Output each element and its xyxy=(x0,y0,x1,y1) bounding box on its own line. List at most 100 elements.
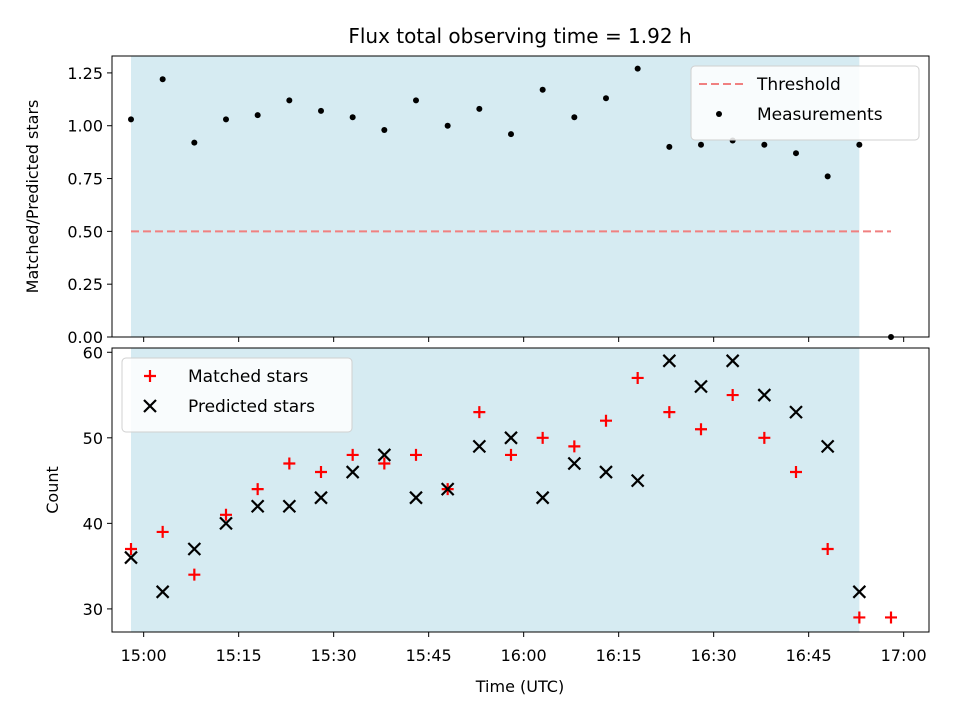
y-tick-label: 60 xyxy=(83,343,103,362)
matched-stars-point xyxy=(346,448,359,461)
measurements-point xyxy=(128,116,134,123)
measurements-point xyxy=(539,86,546,93)
y-tick-label: 40 xyxy=(83,514,103,533)
matched-stars-point xyxy=(821,543,834,556)
ratio-panel: 0.00 0.25 0.50 0.75 1.00 1.25 Matched/Predicte… xyxy=(23,55,930,347)
measurements-point xyxy=(761,141,768,148)
predicted-stars-point xyxy=(472,439,487,454)
y-tick-label: 0.75 xyxy=(67,170,103,189)
predicted-stars-point xyxy=(377,448,392,462)
predicted-stars-point xyxy=(789,405,803,419)
matched-stars-point xyxy=(378,457,391,470)
plot-frame xyxy=(111,55,930,338)
legend-label: Matched stars xyxy=(188,367,308,387)
legend-marker-swatch xyxy=(143,399,157,413)
y-axis-label: Count xyxy=(43,466,62,514)
measurements-point xyxy=(318,107,324,114)
legend-label: Predicted stars xyxy=(188,397,315,417)
plot-frame xyxy=(111,347,930,633)
measurements-point xyxy=(634,65,641,72)
measurements-point xyxy=(349,114,356,121)
legend-label: Threshold xyxy=(756,75,841,95)
y-tick-label: 0.50 xyxy=(67,222,103,241)
matched-stars-point xyxy=(283,457,296,470)
predicted-stars-point xyxy=(820,439,835,454)
matched-stars-point xyxy=(536,431,549,444)
y-tick-label: 0.00 xyxy=(67,328,103,347)
matched-stars-point xyxy=(726,389,739,402)
y-tick-label: 0.25 xyxy=(67,275,103,294)
matched-stars-point xyxy=(853,611,866,624)
matched-stars-point xyxy=(663,406,676,419)
predicted-stars-point xyxy=(409,490,423,505)
measurements-point xyxy=(793,150,799,157)
legend-marker-swatch xyxy=(144,370,156,382)
matched-stars-point xyxy=(885,611,897,624)
measurements-point xyxy=(824,173,831,180)
chart-title: Flux total observing time = 1.92 h xyxy=(348,24,691,48)
legend-box xyxy=(690,65,920,141)
matched-stars-point xyxy=(251,483,264,496)
measurements-point xyxy=(159,76,166,83)
measurements-point xyxy=(508,131,514,138)
predicted-stars-point xyxy=(567,456,582,471)
y-tick-label: 50 xyxy=(83,429,103,448)
x-tick-label: 16:45 xyxy=(786,646,832,665)
legend-box xyxy=(121,357,353,433)
matched-stars-point xyxy=(505,448,517,461)
predicted-stars-point xyxy=(630,473,645,488)
y-tick-label: 1.25 xyxy=(67,64,103,83)
x-tick-label: 16:30 xyxy=(691,646,737,665)
legend: Threshold Measurements xyxy=(690,65,920,141)
x-axis-label: Time (UTC) xyxy=(475,677,564,696)
predicted-stars-point xyxy=(250,499,265,514)
legend: Matched stars Predicted stars xyxy=(121,357,353,433)
predicted-stars-point xyxy=(852,585,867,599)
measurements-point xyxy=(413,97,419,104)
x-tick-label: 17:00 xyxy=(881,646,927,665)
predicted-stars-point xyxy=(504,431,518,445)
predicted-stars-point xyxy=(124,550,138,565)
measurements-point xyxy=(223,116,229,123)
measurements-point xyxy=(666,143,673,150)
measurements-point xyxy=(254,112,261,119)
matched-stars-point xyxy=(790,466,802,479)
matched-stars-point xyxy=(156,525,169,538)
predicted-stars-point xyxy=(662,354,677,368)
measurements-point xyxy=(856,141,863,148)
matched-stars-point xyxy=(568,440,581,453)
y-tick-label: 1.00 xyxy=(67,117,103,136)
x-tick-label: 16:15 xyxy=(596,646,642,665)
predicted-stars-point xyxy=(219,516,233,531)
matched-stars-point xyxy=(631,371,644,384)
measurements-point xyxy=(286,97,293,104)
x-tick-label: 15:45 xyxy=(406,646,452,665)
matched-stars-point xyxy=(220,508,232,521)
matched-stars-point xyxy=(188,568,201,581)
measurements-point xyxy=(444,122,451,129)
x-tick-label: 15:30 xyxy=(311,646,357,665)
x-tick-label: 15:00 xyxy=(121,646,167,665)
measurements-point xyxy=(603,95,609,102)
matched-stars-point xyxy=(410,448,422,461)
y-axis-label: Matched/Predicted stars xyxy=(23,100,42,294)
count-panel: 30 40 50 60 15:00 15:15 15:30 15:45 16:00 16:15 16… xyxy=(43,343,930,665)
measurements-point xyxy=(191,139,198,146)
legend-label: Measurements xyxy=(757,105,883,125)
predicted-stars-point xyxy=(187,542,202,556)
predicted-stars-point xyxy=(599,465,613,479)
predicted-stars-point xyxy=(345,465,360,479)
measurements-point xyxy=(381,126,388,133)
predicted-stars-point xyxy=(155,585,170,599)
predicted-stars-point xyxy=(314,490,328,505)
predicted-stars-point xyxy=(694,379,708,394)
matched-stars-point xyxy=(473,406,486,419)
matched-stars-point xyxy=(600,414,612,427)
predicted-stars-point xyxy=(725,354,740,368)
measurements-point xyxy=(476,105,483,112)
measurements-point xyxy=(698,141,704,148)
predicted-stars-point xyxy=(282,499,297,514)
y-tick-label: 30 xyxy=(83,600,103,619)
x-tick-label: 16:00 xyxy=(501,646,547,665)
